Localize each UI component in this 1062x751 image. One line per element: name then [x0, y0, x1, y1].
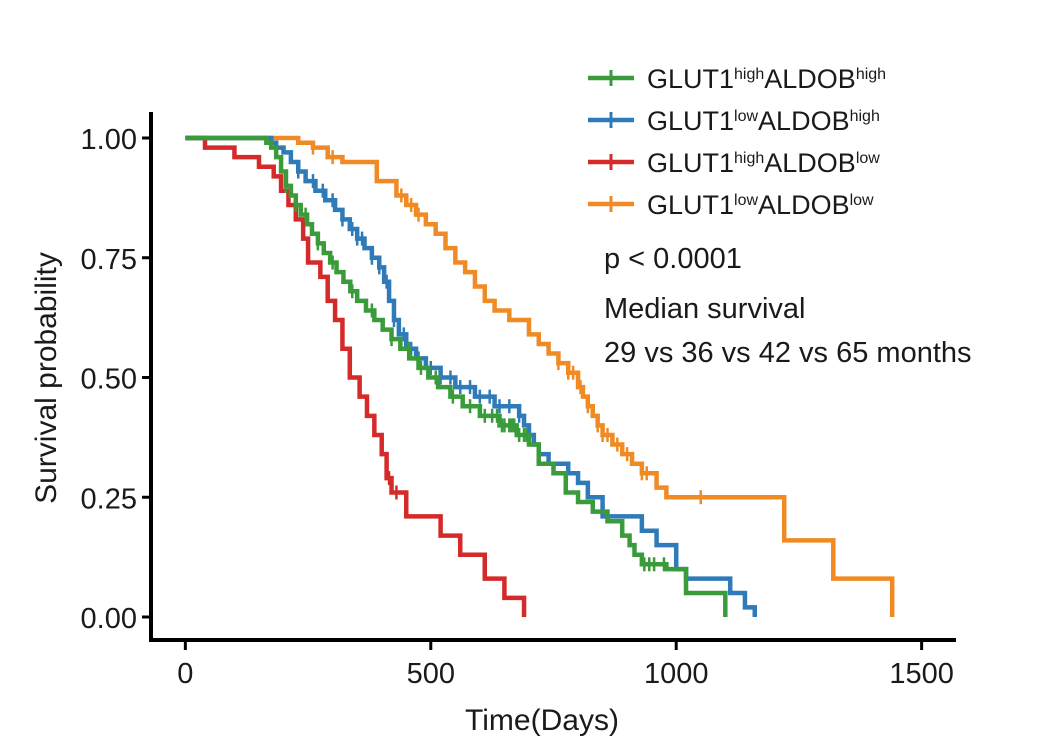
legend-item: GLUT1highALDOBlow [588, 148, 880, 178]
x-tick-label: 1500 [889, 658, 954, 690]
x-tick-label: 500 [407, 658, 455, 690]
legend-label: GLUT1highALDOBlow [647, 148, 880, 178]
legend: GLUT1highALDOBhigh GLUT1lowALDOBhigh GLUT1… [588, 64, 886, 220]
y-tick-label: 0.75 [81, 244, 137, 276]
legend-item: GLUT1lowALDOBlow [588, 190, 874, 220]
y-axis-label: Survival probability [30, 252, 63, 504]
y-tick-label: 0.50 [81, 364, 137, 396]
series-line [185, 135, 527, 617]
series-GLUT1highALDOBlow [185, 135, 527, 617]
legend-label: GLUT1lowALDOBlow [647, 190, 874, 220]
x-tick-label: 1000 [644, 658, 709, 690]
y-tick-label: 1.00 [81, 124, 137, 156]
x-ticks: 0 500 1000 1500 [177, 640, 954, 690]
median-survival-values: 29 vs 36 vs 42 vs 65 months [604, 337, 972, 369]
series-line [185, 135, 895, 617]
y-tick-label: 0.00 [81, 603, 137, 635]
series-GLUT1highALDOBhigh [185, 135, 728, 617]
series-GLUT1lowALDOBlow [185, 135, 895, 617]
annotations: p < 0.0001 Median survival 29 vs 36 vs 4… [604, 243, 972, 369]
legend-label: GLUT1highALDOBhigh [647, 64, 886, 94]
legend-label: GLUT1lowALDOBhigh [647, 106, 880, 136]
p-value-text: p < 0.0001 [604, 243, 742, 275]
y-tick-label: 0.25 [81, 483, 137, 515]
y-ticks: 0.00 0.25 0.50 0.75 1.00 [81, 124, 151, 635]
legend-item: GLUT1lowALDOBhigh [588, 106, 880, 136]
median-survival-title: Median survival [604, 293, 805, 325]
x-tick-label: 0 [177, 658, 193, 690]
legend-item: GLUT1highALDOBhigh [588, 64, 886, 94]
x-axis-label: Time(Days) [465, 704, 619, 737]
series-layer [185, 135, 895, 617]
